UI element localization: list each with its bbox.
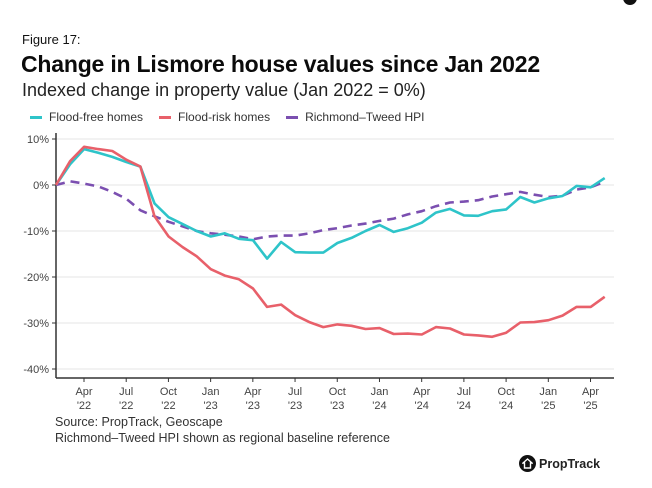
x-tick-label-year: '24	[457, 400, 471, 412]
chart-subtitle: Indexed change in property value (Jan 20…	[22, 80, 426, 100]
x-tick-label-month: Jul	[457, 386, 471, 398]
x-tick-label-month: Oct	[160, 386, 177, 398]
x-tick-label-year: '25	[541, 400, 555, 412]
x-tick-label-month: Jul	[119, 386, 133, 398]
x-tick-label-month: Apr	[244, 386, 261, 398]
legend-item-flood-risk: Flood-risk homes	[159, 110, 270, 124]
x-tick-label-year: '22	[77, 400, 91, 412]
figure-label: Figure 17:	[22, 32, 81, 47]
legend-label: Flood-risk homes	[178, 110, 271, 124]
x-tick-label-year: '24	[415, 400, 429, 412]
legend: Flood-free homes Flood-risk homes Richmo…	[30, 110, 424, 124]
legend-swatch	[286, 115, 299, 119]
proptrack-logo: PropTrack	[519, 455, 600, 472]
y-tick-label: 10%	[27, 134, 49, 146]
x-tick-label-month: Jan	[539, 386, 557, 398]
x-tick-label-year: '25	[583, 400, 597, 412]
brand-name: PropTrack	[539, 456, 601, 471]
note-text: Richmond–Tweed HPI shown as regional bas…	[55, 431, 390, 445]
legend-label: Flood-free homes	[49, 110, 144, 124]
source-text: Source: PropTrack, Geoscape	[55, 415, 223, 429]
legend-swatch	[159, 115, 172, 119]
x-tick-label-year: '24	[499, 400, 513, 412]
legend-item-hpi: Richmond–Tweed HPI	[286, 110, 424, 124]
x-tick-label-month: Jan	[371, 386, 389, 398]
chart-title: Change in Lismore house values since Jan…	[21, 51, 540, 77]
x-tick-label-year: '22	[161, 400, 175, 412]
x-tick-label-month: Apr	[582, 386, 599, 398]
x-tick-label-month: Apr	[75, 386, 92, 398]
legend-swatch	[30, 115, 42, 119]
series-line-flood-free-homes	[54, 147, 606, 260]
x-tick-label-month: Jul	[288, 386, 302, 398]
x-tick-label-year: '23	[288, 400, 302, 412]
legend-label: Richmond–Tweed HPI	[305, 110, 425, 124]
house-icon	[519, 455, 536, 472]
x-tick-label-month: Oct	[329, 386, 346, 398]
x-tick-label-year: '23	[203, 400, 217, 412]
legend-item-flood-free: Flood-free homes	[30, 110, 143, 124]
y-tick-label: -10%	[23, 226, 49, 238]
series-line-richmond-tweed-hpi	[55, 180, 606, 241]
y-tick-label: -20%	[23, 272, 49, 284]
source-notes: Source: PropTrack, Geoscape Richmond–Twe…	[55, 414, 390, 446]
x-tick-label-year: '23	[246, 400, 260, 412]
x-tick-label-month: Jan	[202, 386, 220, 398]
x-tick-label-year: '24	[372, 400, 386, 412]
x-tick-label-year: '23	[330, 400, 344, 412]
y-tick-label: 0%	[33, 180, 49, 192]
brand-logo-top	[623, 0, 637, 5]
y-tick-label: -30%	[23, 318, 49, 330]
y-tick-label: -40%	[23, 364, 49, 376]
series-line-flood-risk-homes	[54, 145, 606, 339]
x-tick-label-month: Apr	[413, 386, 430, 398]
x-tick-label-year: '22	[119, 400, 133, 412]
x-tick-label-month: Oct	[498, 386, 515, 398]
